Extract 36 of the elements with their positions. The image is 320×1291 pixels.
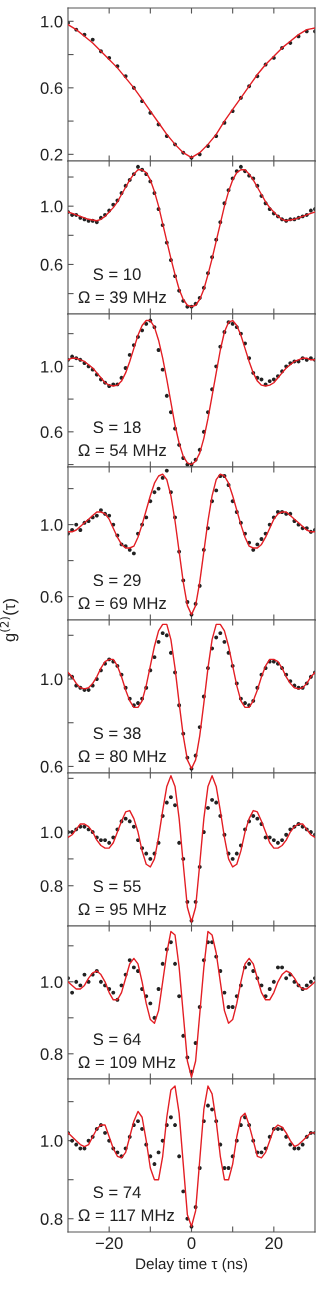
y-axis-title: g$^{(2)}$(τ) [0,599,19,642]
y-tick-label: 0.6 [40,82,63,95]
x-tick-label: 20 [265,1237,283,1250]
annotation: S = 64 [93,1033,141,1046]
y-tick-label: 1.0 [41,360,63,373]
y-tick-label: 1.0 [41,976,63,988]
annotation: S = 55 [93,880,141,893]
y-tick-label: 1.0 [41,1135,63,1147]
annotation: Ω = 95 MHz [78,903,166,916]
y-tick-label: 0.2 [40,148,63,161]
annotation: S = 74 [93,1186,141,1199]
y-tick-label: 0.8 [40,1213,63,1225]
annotation: Ω = 117 MHz [78,1209,174,1221]
y-tick-label: 1.0 [41,200,63,213]
annotation: Ω = 80 MHz [78,750,166,763]
y-tick-label: 0.8 [40,1048,63,1060]
annotation: Ω = 109 MHz [78,1056,176,1069]
annotation: S = 10 [93,268,141,281]
y-tick-label: 0.6 [40,426,63,439]
annotation: S = 38 [93,727,141,740]
y-tick-label: 0.6 [40,591,63,603]
y-tick-label: 1.0 [41,15,63,28]
y-tick-label: 1.0 [41,673,63,686]
annotation: Ω = 69 MHz [78,597,166,610]
y-tick-label: 1.0 [41,519,63,531]
annotation: S = 18 [93,421,141,434]
annotation: S = 29 [93,574,141,587]
y-tick-label: 0.6 [40,760,63,773]
x-axis-title: Delay time τ (ns) [136,1257,248,1273]
y-tick-label: 0.8 [40,880,63,892]
x-tick-label: −20 [95,1237,123,1250]
annotation: Ω = 54 MHz [78,444,166,457]
annotation: Ω = 39 MHz [78,291,166,304]
y-tick-label: 1.0 [41,826,63,839]
x-tick-label: 0 [187,1237,196,1250]
y-tick-label: 0.6 [40,258,63,271]
